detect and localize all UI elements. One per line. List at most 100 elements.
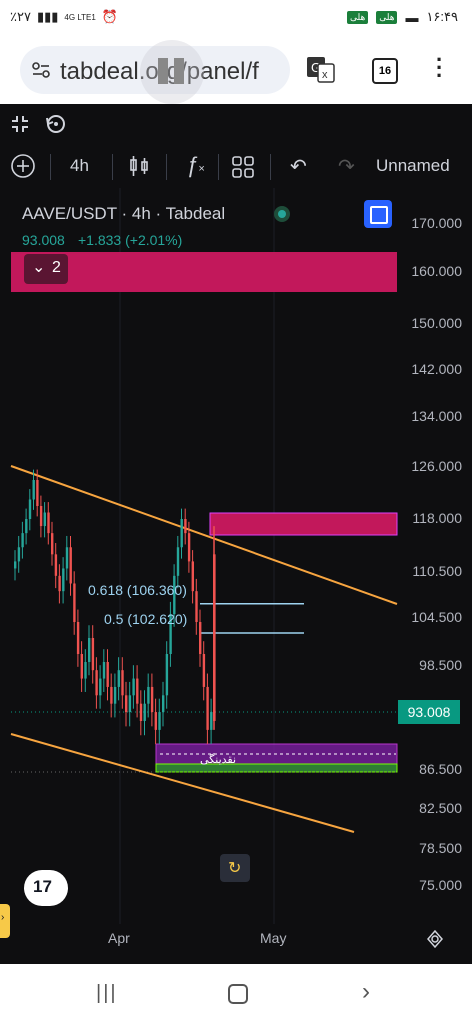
address-bar[interactable]: tabdeal.org/panel/f — [20, 46, 290, 94]
candle-body — [91, 638, 95, 671]
tradingview-logo[interactable]: 17 — [24, 870, 68, 906]
system-nav-bar: ||| › — [0, 964, 472, 1024]
svg-text:x: x — [322, 69, 328, 81]
candle-body — [43, 512, 46, 527]
notification-badge: هلی — [346, 10, 369, 24]
reset-chart-button[interactable]: ↻ — [220, 854, 250, 882]
candle-body — [47, 512, 50, 534]
price-axis-tick: 170.000 — [411, 215, 462, 231]
top-toolbar — [0, 104, 472, 144]
candle-body — [110, 686, 113, 704]
price-axis-tick: 126.000 — [411, 458, 462, 474]
candle-body — [88, 638, 91, 662]
price-axis-tick: 150.000 — [411, 315, 462, 331]
candle-body — [125, 695, 128, 713]
candle-body — [176, 547, 180, 576]
candle-body — [210, 712, 213, 730]
upper-trendline — [10, 465, 398, 605]
last-price: 93.008 — [22, 232, 65, 248]
candle-body — [136, 678, 139, 704]
lower-trendline — [10, 733, 355, 833]
layout-name[interactable]: Unnamed — [376, 156, 450, 175]
fib-05-label: 0.5 (102.620) — [104, 611, 188, 627]
interval-button[interactable]: 4h — [70, 156, 89, 175]
candle-body — [195, 591, 198, 622]
candle-body — [147, 686, 150, 704]
time-label-apr: Apr — [108, 930, 130, 946]
liquidity-base — [155, 763, 398, 773]
chart-toolbar: 4h ƒ× ↶ ↷ Unnamed — [0, 144, 472, 189]
candle-body — [84, 662, 87, 679]
candle-body — [32, 480, 35, 500]
candle-body — [158, 712, 161, 730]
price-chart[interactable] — [0, 188, 472, 964]
candle-body — [73, 583, 76, 622]
time-label-may: May — [260, 930, 287, 946]
expand-icon[interactable] — [364, 200, 392, 228]
chart-settings-icon[interactable] — [426, 930, 444, 948]
candle-body — [106, 662, 109, 687]
clock: ۱۶:۴۹ — [426, 9, 458, 24]
side-panel-handle[interactable]: › — [0, 904, 10, 938]
candle-body — [191, 561, 194, 592]
menu-icon[interactable]: · · · — [436, 47, 444, 88]
collapse-count: 2 — [52, 259, 61, 276]
recents-icon[interactable]: ||| — [96, 982, 118, 1004]
collapse-indicators-button[interactable]: ⌄ 2 — [24, 254, 68, 284]
chart-background — [0, 188, 472, 964]
layout-icon[interactable] — [232, 156, 254, 178]
current-price-tag: 93.008 — [398, 700, 460, 724]
candle-body — [58, 575, 61, 592]
candle-body — [21, 533, 24, 548]
candle-body — [187, 533, 191, 562]
svg-text:G: G — [311, 60, 321, 75]
replay-icon[interactable] — [44, 112, 68, 136]
candle-body — [180, 519, 183, 548]
candle-body — [28, 499, 32, 519]
candles-icon[interactable] — [128, 154, 150, 178]
candle-body — [14, 561, 17, 569]
network-type: 4G LTE1 — [64, 12, 96, 22]
candle-body — [95, 670, 98, 696]
candle-body — [69, 547, 72, 584]
candle-body — [39, 506, 43, 527]
candle-body — [80, 654, 83, 679]
candle-body — [139, 703, 143, 721]
candle-body — [132, 678, 135, 696]
fullscreen-icon[interactable] — [10, 114, 30, 134]
price-axis-tick: 160.000 — [411, 263, 462, 279]
indicators-icon[interactable]: ƒ× — [186, 152, 205, 177]
price-axis-tick: 98.500 — [419, 657, 462, 673]
price-axis-tick: 86.500 — [419, 761, 462, 777]
candle-body — [165, 654, 169, 696]
candle-body — [51, 533, 54, 555]
undo-icon[interactable]: ↶ — [290, 156, 307, 178]
message-icon: ▬ — [405, 9, 419, 25]
market-status-icon — [274, 206, 290, 222]
candle-body — [202, 654, 206, 687]
notification-badge: هلی — [376, 10, 398, 24]
chevron-down-icon: ⌄ — [32, 259, 46, 276]
site-settings-icon[interactable] — [32, 62, 50, 78]
chart-app: 4h ƒ× ↶ ↷ Unnamed AAVE/USDT · 4h · Tabde… — [0, 104, 472, 964]
browser-toolbar: tabdeal.org/panel/f G x 16 ··· — [0, 36, 472, 104]
candle-body — [117, 670, 120, 687]
candle-body — [25, 519, 28, 534]
candle-body — [206, 686, 209, 730]
reset-icon: ↻ — [228, 860, 242, 877]
drag-handle[interactable] — [140, 40, 204, 104]
symbol-title[interactable]: AAVE/USDT · 4h · Tabdeal — [22, 204, 226, 223]
add-symbol-icon[interactable] — [10, 153, 36, 179]
candle-body — [128, 695, 132, 713]
translate-icon[interactable]: G x — [306, 56, 336, 84]
back-icon[interactable]: › — [362, 978, 370, 1005]
price-axis-tick: 82.500 — [419, 800, 462, 816]
candle-body — [102, 662, 106, 679]
candle-body — [121, 670, 124, 696]
price-axis-tick: 142.000 — [411, 361, 462, 377]
home-icon[interactable] — [228, 984, 248, 1004]
candle-body — [113, 686, 117, 704]
candle-body — [199, 622, 202, 654]
tabs-button[interactable]: 16 — [372, 58, 398, 84]
redo-icon[interactable]: ↷ — [338, 156, 355, 178]
